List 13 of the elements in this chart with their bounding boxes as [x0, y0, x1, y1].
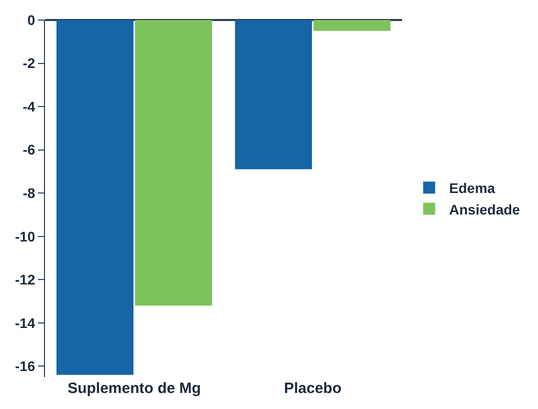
y-tick-label: -16 — [14, 358, 36, 374]
y-tick-label: -2 — [22, 55, 36, 72]
x-tick-label: Placebo — [284, 380, 342, 397]
legend-label: Ansiedade — [449, 201, 520, 218]
y-tick-label: -12 — [14, 272, 36, 288]
y-tick-label: -4 — [22, 98, 36, 114]
y-tick-label: 0 — [27, 12, 36, 28]
y-tick-label: -14 — [14, 314, 36, 331]
y-tick-label: -8 — [22, 184, 36, 201]
x-tick-label: Suplemento de Mg — [68, 380, 201, 397]
y-tick-label: -10 — [14, 228, 36, 244]
legend-label: Edema — [449, 180, 496, 196]
y-tick-label: -6 — [22, 142, 36, 158]
